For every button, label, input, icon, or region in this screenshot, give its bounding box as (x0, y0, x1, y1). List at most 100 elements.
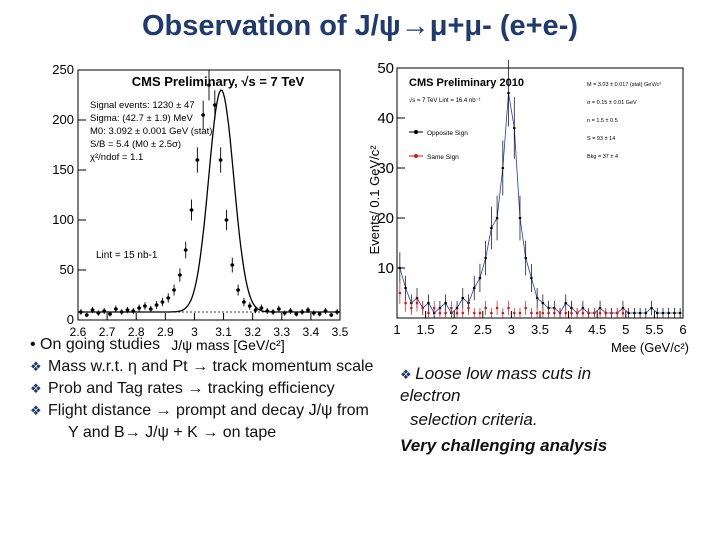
info-line-2: M0: 3.092 ± 0.001 GeV (stat) (90, 126, 212, 137)
ss-data-point (558, 311, 562, 315)
note-line-4: Very challenging analysis (400, 436, 608, 455)
ss-data-point (495, 306, 499, 310)
os-data-point (673, 311, 676, 315)
bullet-text-3: Flight distance → prompt and decay J/ψ f… (48, 402, 369, 419)
right-chart: CMS Preliminary 2010 √s = 7 TeV Lint = 1… (367, 60, 689, 355)
os-data-point (518, 216, 522, 220)
ss-data-point (427, 311, 430, 315)
ss-data-point (615, 311, 619, 315)
data-point (108, 312, 112, 316)
ss-data-point (432, 306, 436, 310)
data-point (131, 309, 136, 313)
os-data-point (501, 166, 505, 170)
ss-data-point (541, 311, 545, 315)
os-data-point (638, 311, 642, 315)
ss-data-point (530, 311, 533, 315)
data-point (294, 312, 299, 316)
ss-data-point (518, 311, 522, 315)
os-data-point (541, 301, 545, 305)
ss-data-point (593, 311, 596, 315)
data-point (300, 310, 304, 314)
info-line-4: χ²/ndof = 1.1 (90, 152, 143, 163)
data-point (102, 309, 106, 313)
ss-data-point (421, 306, 425, 310)
y-tick-label: 100 (52, 212, 74, 227)
y-tick-label: 200 (52, 112, 74, 127)
ss-data-point (467, 306, 470, 310)
data-point (119, 310, 124, 314)
data-point (201, 113, 205, 117)
info-line-0: Signal events: 1230 ± 47 (90, 100, 195, 111)
note-line-2: electron (400, 386, 461, 405)
os-data-point (512, 126, 516, 130)
ss-data-point (553, 311, 556, 315)
x-tick-label: 4.5 (588, 322, 606, 337)
ss-data-point (438, 311, 442, 315)
os-data-point (535, 296, 539, 300)
data-point (247, 304, 252, 308)
diamond-icon: ❖ (30, 359, 42, 374)
os-data-point (678, 311, 682, 315)
ss-data-point (455, 311, 459, 315)
data-point (329, 313, 334, 317)
diamond-icon: ❖ (400, 367, 416, 382)
y-tick-label: 150 (52, 162, 74, 177)
left-chart-header: CMS Preliminary, √s = 7 TeV (132, 74, 305, 89)
x-tick-label: 5 (622, 322, 629, 337)
data-point (218, 158, 223, 162)
data-point (271, 310, 275, 314)
data-point (230, 263, 235, 267)
os-data-point (461, 296, 465, 300)
diamond-icon: ❖ (30, 381, 42, 396)
legend-label: Same Sign (427, 154, 459, 161)
data-point (265, 309, 270, 313)
os-data-point (627, 311, 630, 315)
right-chart-axes: 1 1.5 2 2.5 3 3.5 4 4.5 5 5.5 6 10 20 30 40 50 (377, 60, 686, 337)
ss-data-point (444, 311, 447, 315)
ss-data-point (415, 301, 419, 305)
legend-marker (414, 130, 418, 134)
data-point (253, 308, 258, 312)
left-chart-info: Signal events: 1230 ± 47 Sigma: (42.7 ± 1… (90, 100, 212, 163)
data-point (84, 313, 89, 317)
param-0: M = 3.03 ± 0.017 (stat) GeV/c² (587, 82, 661, 88)
right-chart-sublabel: √s = 7 TeV Lint = 16.4 nb⁻¹ (409, 97, 481, 104)
diamond-icon: ❖ (30, 403, 42, 418)
data-point (306, 308, 310, 312)
legend-label: Opposite Sign (427, 130, 468, 137)
os-data-point (530, 276, 533, 280)
ss-data-point (604, 311, 608, 315)
os-data-point (524, 256, 527, 260)
x-tick-label: 2.6 (70, 325, 87, 339)
x-tick-label: 1.5 (417, 322, 435, 337)
slide-title: Observation of J/ψ→μ+μ- (e+e-) (141, 10, 579, 42)
left-chart-lumi: Lint = 15 nb-1 (96, 250, 158, 261)
right-chart-ylabel: Events/ 0.1 GeV/c² (367, 145, 382, 255)
x-tick-label: 2.7 (99, 325, 116, 339)
ss-data-point (501, 311, 505, 315)
ss-data-point (547, 311, 550, 315)
y-tick-label: 40 (377, 110, 394, 127)
data-point (213, 103, 217, 107)
legend-marker (414, 154, 418, 158)
os-data-point (655, 311, 659, 315)
ss-data-point (450, 306, 453, 310)
x-tick-label: 1 (393, 322, 400, 337)
os-data-point (404, 286, 407, 290)
y-tick-label: 0 (67, 312, 74, 327)
right-chart-params: M = 3.03 ± 0.017 (stat) GeV/c² σ = 0.15 ±… (587, 82, 661, 160)
ss-data-point (461, 311, 465, 315)
ss-data-point (472, 311, 476, 315)
x-tick-label: 4 (565, 322, 572, 337)
bullet-line-0: • On going studies (30, 336, 161, 353)
y-tick-label: 250 (52, 62, 74, 77)
x-tick-label: 2.8 (128, 325, 145, 339)
data-point (236, 288, 240, 292)
os-data-point (650, 306, 653, 310)
x-tick-label: 2.9 (157, 325, 174, 339)
data-point (277, 307, 281, 311)
data-point (183, 248, 188, 252)
ss-data-point (507, 306, 510, 310)
data-point (143, 304, 147, 308)
data-point (189, 208, 194, 212)
